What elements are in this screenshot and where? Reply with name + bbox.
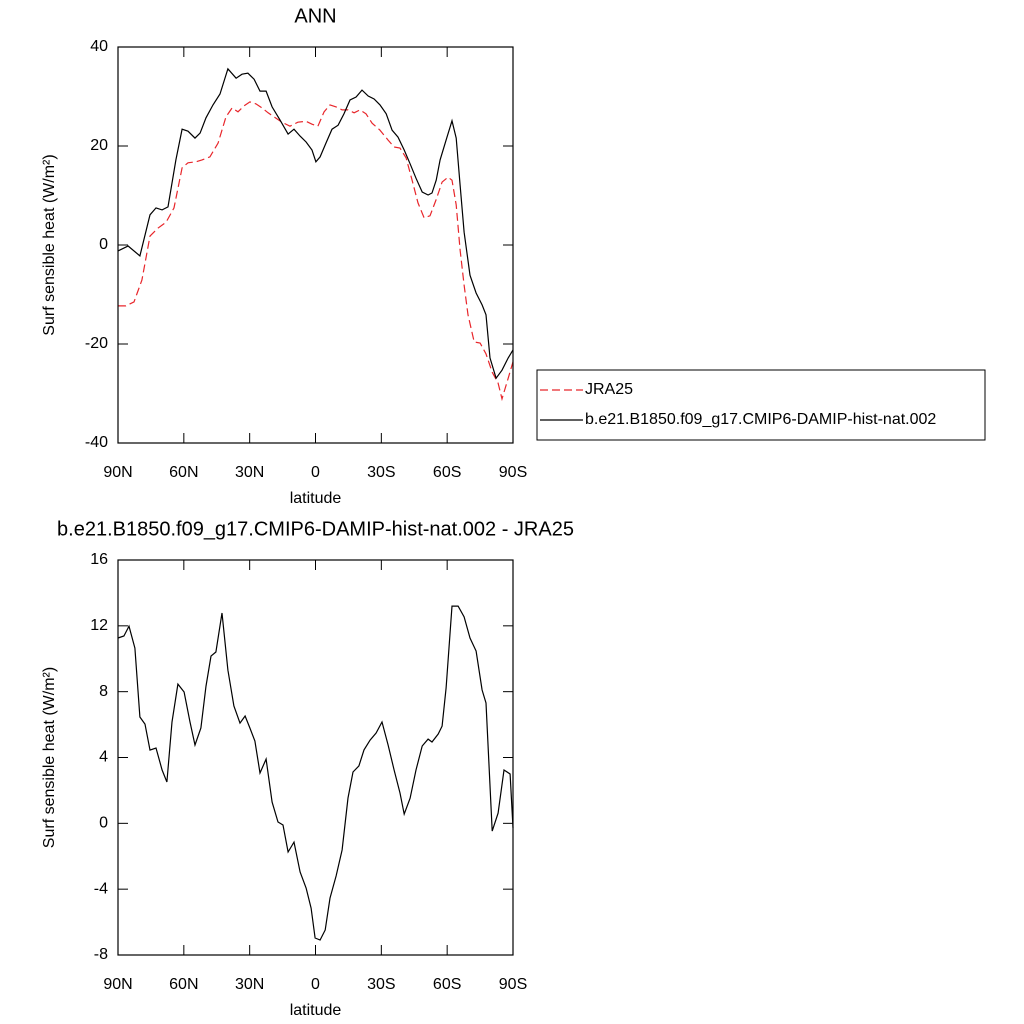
chart-title: ANN (294, 5, 336, 27)
x-tick-label: 90S (499, 464, 527, 481)
y-tick-label: -20 (85, 335, 108, 352)
x-axis-label: latitude (290, 1002, 342, 1019)
x-tick-label: 60S (433, 464, 461, 481)
x-tick-label: 30S (367, 464, 395, 481)
y-axis-label: Surf sensible heat (W/m²) (41, 154, 58, 335)
y-tick-label: 40 (90, 38, 108, 55)
x-axis-label: latitude (290, 490, 342, 507)
data-line (117, 67, 514, 380)
y-tick-label: 20 (90, 137, 108, 154)
x-tick-label: 0 (311, 976, 320, 993)
legend-label: b.e21.B1850.f09_g17.CMIP6-DAMIP-hist-nat… (585, 411, 936, 428)
y-tick-label: 4 (99, 749, 108, 766)
plot-frame (117, 46, 514, 444)
legend-label: JRA25 (585, 381, 633, 398)
plot-frame (117, 559, 514, 956)
x-tick-label: 90N (103, 976, 132, 993)
y-axis-label: Surf sensible heat (W/m²) (41, 667, 58, 848)
x-tick-label: 30N (235, 976, 264, 993)
x-tick-label: 30N (235, 464, 264, 481)
y-tick-label: 8 (99, 683, 108, 700)
chart-title: b.e21.B1850.f09_g17.CMIP6-DAMIP-hist-nat… (57, 518, 574, 540)
data-line (117, 605, 514, 941)
y-tick-label: 0 (99, 815, 108, 832)
x-tick-label: 90N (103, 464, 132, 481)
legend-box (536, 369, 986, 441)
x-tick-label: 0 (311, 464, 320, 481)
y-tick-label: 12 (90, 617, 108, 634)
y-tick-label: -4 (94, 880, 108, 897)
x-tick-label: 60N (169, 976, 198, 993)
x-tick-label: 90S (499, 976, 527, 993)
x-tick-label: 60N (169, 464, 198, 481)
x-tick-label: 60S (433, 976, 461, 993)
y-tick-label: -8 (94, 946, 108, 963)
y-tick-label: -40 (85, 434, 108, 451)
data-line (118, 101, 514, 402)
x-tick-label: 30S (367, 976, 395, 993)
y-tick-label: 0 (99, 236, 108, 253)
y-tick-label: 16 (90, 551, 108, 568)
